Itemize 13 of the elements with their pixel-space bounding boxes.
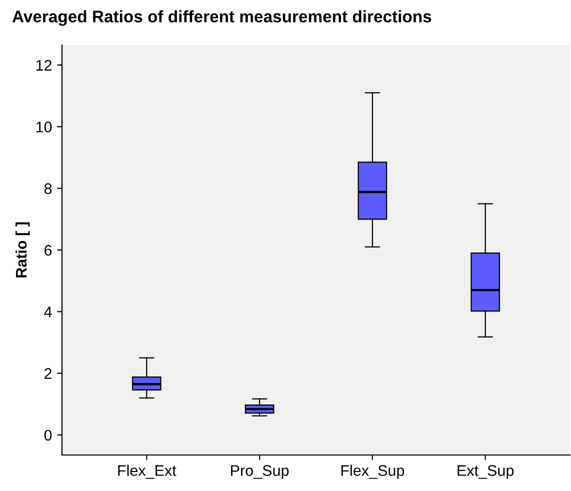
y-tick-label: 2	[44, 368, 52, 379]
y-axis-title: Ratio [ ]	[15, 222, 30, 278]
y-tick-label: 10	[36, 122, 52, 132]
y-tick-label: 6	[44, 244, 52, 256]
y-tick-label: 4	[44, 306, 52, 318]
x-tick-label: Flex_Ext	[118, 464, 176, 479]
y-tick-label: 8	[44, 183, 52, 194]
x-tick-label: Flex_Sup	[341, 464, 404, 479]
chart-title: Averaged Ratios of different measurement directions	[12, 10, 432, 26]
y-tick-label: 0	[44, 430, 52, 441]
y-tick-label: 12	[36, 60, 52, 71]
x-tick-label: Ext_Sup	[458, 465, 514, 479]
x-tick-label: Pro_Sup	[231, 465, 289, 479]
